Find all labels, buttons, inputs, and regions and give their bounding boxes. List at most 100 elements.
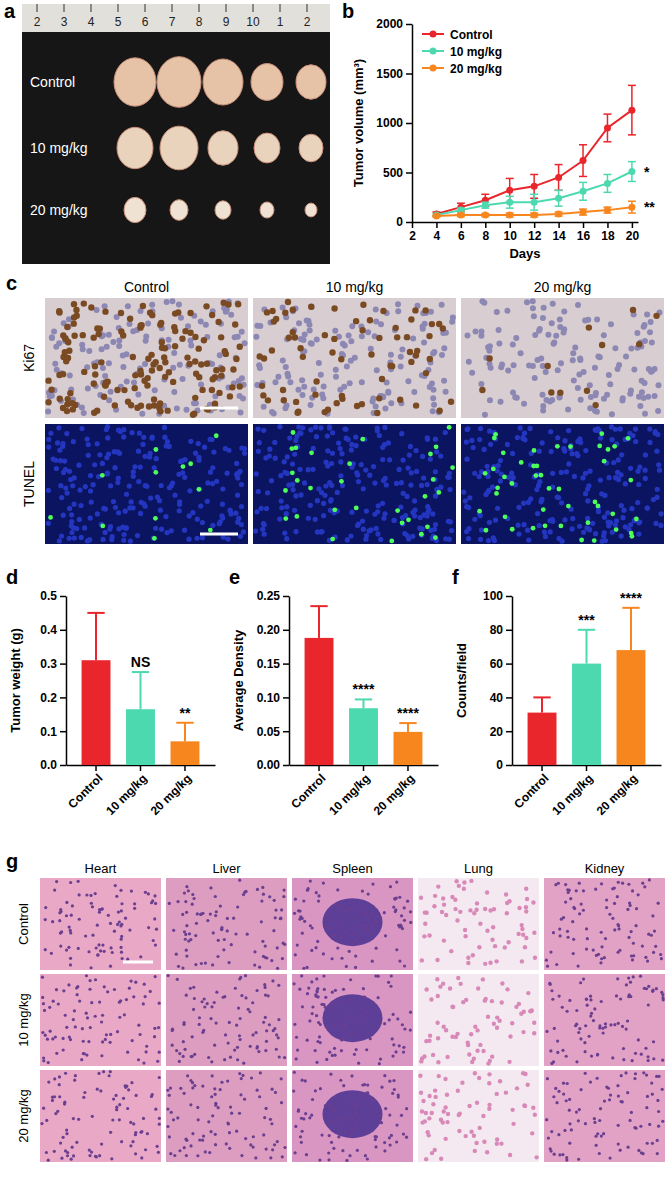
nucleus bbox=[276, 967, 279, 970]
nucleus bbox=[337, 387, 343, 393]
tick: 40 bbox=[490, 691, 512, 705]
ki67-positive-nucleus bbox=[48, 387, 54, 393]
error-bar-cap bbox=[579, 144, 587, 146]
ki67-positive-nucleus bbox=[295, 409, 301, 415]
nucleus bbox=[430, 395, 436, 401]
tunel-positive-nucleus bbox=[423, 494, 428, 499]
ki67-positive-nucleus bbox=[260, 392, 266, 398]
tick: 500 bbox=[383, 166, 412, 180]
nucleus bbox=[105, 435, 110, 440]
nucleus bbox=[69, 931, 72, 934]
nucleus bbox=[121, 434, 126, 439]
tunel-positive-nucleus bbox=[283, 516, 288, 521]
ki67-positive-nucleus bbox=[271, 318, 277, 324]
nucleus bbox=[86, 348, 92, 354]
nucleus bbox=[174, 405, 180, 411]
ki67-positive-nucleus bbox=[57, 396, 63, 402]
nucleus bbox=[284, 536, 289, 541]
micrograph bbox=[166, 878, 287, 970]
error-bar-cap bbox=[603, 141, 611, 143]
nucleus bbox=[493, 436, 498, 441]
nucleus bbox=[63, 485, 68, 490]
nucleus bbox=[425, 504, 430, 509]
nucleus bbox=[277, 424, 282, 429]
row-label: 20 mg/kg bbox=[30, 202, 88, 218]
ruler-tick bbox=[307, 4, 308, 12]
nucleus bbox=[410, 335, 416, 341]
axis-line bbox=[512, 597, 514, 766]
nucleus bbox=[550, 471, 555, 476]
nucleus bbox=[314, 434, 319, 439]
nucleus bbox=[85, 385, 91, 391]
nucleus bbox=[355, 523, 360, 528]
nucleus bbox=[338, 459, 343, 464]
figure: b24681012141618200500100015002000Tumor v… bbox=[0, 0, 670, 1180]
nucleus bbox=[325, 433, 330, 438]
nucleus bbox=[220, 515, 225, 520]
nucleus bbox=[604, 392, 610, 398]
nucleus bbox=[269, 478, 274, 483]
nucleus bbox=[471, 445, 476, 450]
tunel-positive-nucleus bbox=[283, 488, 288, 493]
tunel-positive-nucleus bbox=[492, 435, 497, 440]
nucleus bbox=[284, 504, 289, 509]
nucleus bbox=[101, 907, 104, 910]
nucleus bbox=[619, 534, 624, 539]
nucleus bbox=[467, 495, 472, 500]
axis-title: Days bbox=[509, 246, 540, 261]
nucleus bbox=[575, 385, 581, 391]
nucleus bbox=[154, 943, 157, 946]
ki67-positive-nucleus bbox=[404, 334, 410, 340]
error-bar-cap bbox=[355, 698, 372, 700]
nucleus bbox=[208, 470, 213, 475]
nucleus bbox=[344, 436, 349, 441]
tick-label: 10 mg/kg bbox=[326, 771, 373, 818]
series-marker bbox=[506, 187, 513, 194]
nucleus bbox=[495, 506, 500, 511]
nucleus bbox=[286, 482, 291, 487]
nucleus bbox=[45, 408, 51, 414]
tick-label: 0.25 bbox=[257, 589, 281, 603]
tick-mark bbox=[283, 630, 289, 632]
nucleus bbox=[518, 425, 523, 430]
nucleus bbox=[399, 431, 404, 436]
ki67-positive-nucleus bbox=[412, 307, 418, 313]
series-marker bbox=[604, 180, 611, 187]
nucleus bbox=[578, 397, 584, 403]
nucleus bbox=[64, 490, 69, 495]
tick-mark bbox=[506, 630, 512, 632]
y-axis: 020406080100 bbox=[483, 589, 513, 772]
nucleus bbox=[511, 362, 517, 368]
nucleus bbox=[493, 518, 498, 523]
nucleus bbox=[290, 487, 295, 492]
nucleus bbox=[343, 427, 348, 432]
nucleus bbox=[450, 314, 456, 320]
ki67-positive-nucleus bbox=[91, 380, 97, 386]
nucleus bbox=[274, 916, 277, 919]
nucleus bbox=[90, 902, 93, 905]
nucleus bbox=[269, 409, 275, 415]
nucleus bbox=[253, 528, 258, 533]
tick: 2 bbox=[409, 222, 416, 243]
nucleus bbox=[555, 435, 560, 440]
nucleus bbox=[58, 483, 63, 488]
nucleus bbox=[71, 439, 76, 444]
nucleus bbox=[195, 922, 198, 925]
nucleus bbox=[525, 528, 530, 533]
ki67-positive-nucleus bbox=[151, 402, 157, 408]
nucleus bbox=[265, 490, 270, 495]
tumor-photo bbox=[170, 200, 188, 221]
nucleus bbox=[407, 452, 412, 457]
tick-label: 0.20 bbox=[257, 623, 281, 637]
nucleus bbox=[319, 391, 325, 397]
tunel-positive-nucleus bbox=[389, 539, 394, 544]
nucleus bbox=[81, 410, 87, 416]
nucleus bbox=[336, 440, 341, 445]
tunel-positive-nucleus bbox=[354, 505, 359, 510]
nucleus bbox=[115, 895, 118, 898]
tick-label: 8 bbox=[482, 229, 489, 243]
ki67-positive-nucleus bbox=[186, 361, 192, 367]
series-marker bbox=[457, 212, 464, 219]
error-bar-cap bbox=[579, 176, 587, 178]
nucleus bbox=[478, 513, 483, 518]
